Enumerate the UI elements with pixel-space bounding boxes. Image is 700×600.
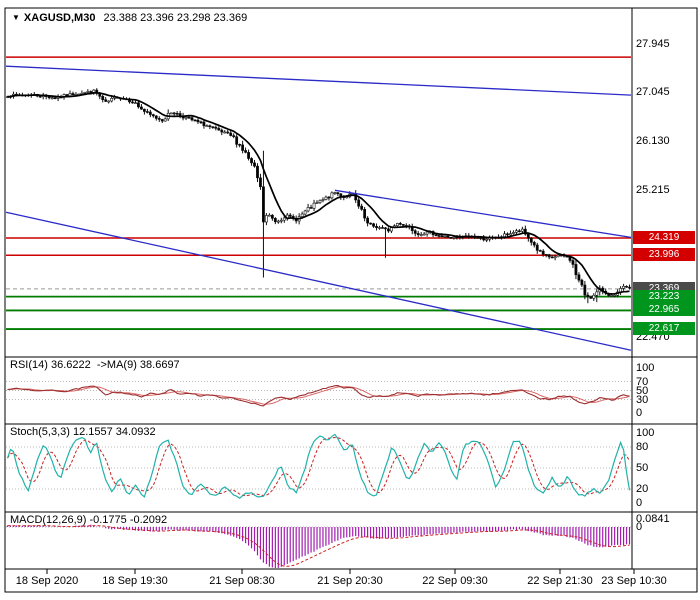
rsi-panel-title: RSI(14) 36.6222 ->MA(9) 38.6697	[10, 359, 180, 371]
symbol-label: XAGUSD,M30	[23, 12, 96, 24]
time-axis-label: 22 Sep 09:30	[422, 575, 488, 587]
main-chart-header: ▼ XAGUSD,M30 23.388 23.396 23.298 23.369	[12, 12, 247, 24]
time-axis-label: 18 Sep 2020	[15, 575, 79, 587]
time-axis-label: 22 Sep 21:30	[527, 575, 593, 587]
symbol-marker-icon: ▼	[12, 13, 20, 22]
ohlc-values: 23.388 23.396 23.298 23.369	[103, 12, 248, 24]
time-axis-label: 21 Sep 08:30	[209, 575, 275, 587]
time-axis-label: 21 Sep 20:30	[317, 575, 383, 587]
time-axis-label: 23 Sep 10:30	[601, 575, 667, 587]
macd-panel-title: MACD(12,26,9) -0.1775 -0.2092	[10, 514, 168, 526]
time-axis: 18 Sep 2020 18 Sep 19:30 21 Sep 08:30 21 Se…	[0, 574, 700, 592]
time-axis-label: 18 Sep 19:30	[102, 575, 168, 587]
stoch-panel-title: Stoch(5,3,3) 12.1557 34.0932	[10, 426, 156, 438]
